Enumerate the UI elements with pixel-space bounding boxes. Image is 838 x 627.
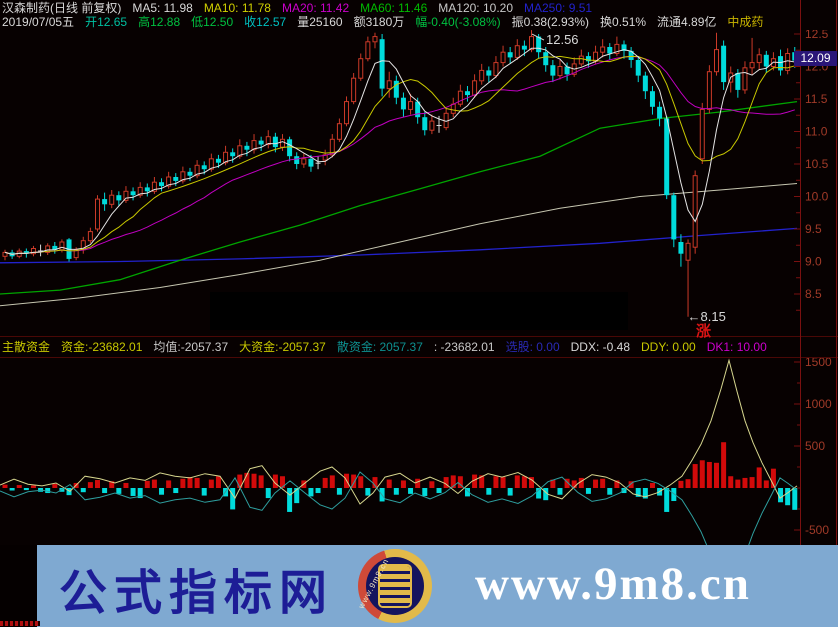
banner-left-gap [0, 545, 37, 627]
peak-price-annotation: 12.56 [546, 32, 579, 47]
header-token: MA5: 11.98 [132, 1, 193, 15]
site-logo-icon: www.9m8.cn [357, 549, 432, 623]
quote-token: 量25160 [297, 15, 343, 29]
censored-watermark-box [210, 292, 628, 330]
price-axis-label: 11.5 [805, 92, 828, 106]
site-title: 公式指标网 [59, 567, 335, 620]
logo-seal-background [366, 557, 424, 615]
header-token: MA250: 9.51 [524, 1, 593, 15]
indicator-axis-label: 1500 [805, 358, 832, 369]
candles [2, 30, 798, 317]
panel-divider-top [0, 336, 838, 337]
price-axis-label: 10.0 [805, 190, 829, 204]
ma-line [4, 47, 795, 255]
logo-seal-glyph [380, 566, 410, 606]
header-token: MA10: 11.78 [203, 1, 271, 15]
legend-token: 散资金: 2057.37 [336, 340, 423, 354]
fund-flow-indicator-chart[interactable]: 1500 1000 500 -500 [0, 358, 838, 545]
legend-token: DDX: -0.48 [570, 340, 630, 354]
watermark-banner: 公式指标网 www.9m8.cn www.9m8.cn [37, 545, 838, 627]
envelope-lower-line [0, 471, 798, 545]
rise-annotation: 涨 [696, 323, 712, 340]
legend-token: DK1: 10.00 [706, 340, 767, 354]
legend-token: DDY: 0.00 [641, 340, 696, 354]
price-axis-label: 9.5 [805, 222, 822, 236]
quote-token: 开12.65 [85, 15, 128, 29]
header-token: 汉森制药(日线 前复权) [2, 1, 122, 15]
indicator-axis-label: 1000 [805, 397, 832, 411]
legend-token: 均值:-2057.37 [153, 340, 229, 354]
price-axis-label: 9.0 [805, 255, 822, 269]
quote-info-row: 2019/07/05五 开12.65 高12.88 低12.50 收12.57 量2516… [2, 15, 763, 29]
quote-token: 振0.38(2.93%) [511, 15, 590, 29]
price-axis-label: 10.5 [805, 157, 829, 171]
quote-token: 收12.57 [244, 15, 287, 29]
ma-line [0, 183, 798, 307]
header-token: MA20: 11.42 [281, 1, 350, 15]
price-axis-label: 11.0 [805, 125, 828, 139]
header-token: MA120: 10.20 [438, 1, 513, 15]
quote-token: 流通4.89亿 [657, 15, 717, 29]
right-border-line [836, 0, 837, 545]
quote-token: 低12.50 [191, 15, 234, 29]
header-token: MA60: 11.46 [360, 1, 428, 15]
quote-token: 中成药 [727, 15, 764, 29]
quote-token: 2019/07/05五 [2, 15, 75, 29]
quote-token: 换0.51% [600, 15, 647, 29]
panel-divider-bottom [0, 357, 838, 358]
last-price-marker: 12.09 [794, 51, 837, 66]
price-axis-label: 12.5 [805, 30, 829, 41]
legend-token: : -23682.01 [433, 340, 495, 354]
indicator-axis-label: -500 [805, 523, 829, 537]
chart-title-row: 汉森制药(日线 前复权) MA5: 11.98 MA10: 11.78 MA20: 1… [2, 1, 592, 15]
quote-token: 幅-0.40(-3.08%) [415, 15, 501, 29]
envelope-upper-line [0, 358, 798, 505]
ma-line [0, 227, 798, 264]
indicator-legend-row: 主散资金 资金:-23682.01 均值:-2057.37 大资金:-2057.37 散… [2, 340, 767, 354]
legend-token: 主散资金 [2, 340, 51, 354]
main-price-chart[interactable]: 12.512.011.511.010.510.09.59.08.512.56←8… [0, 30, 838, 336]
ma-line [4, 55, 795, 255]
corner-red-text-strip [0, 621, 40, 626]
price-axis-label: 8.5 [805, 287, 822, 301]
legend-token: 资金:-23682.01 [61, 340, 143, 354]
legend-token: 大资金:-2057.37 [239, 340, 326, 354]
ma-line [0, 100, 798, 295]
price-axis-line [800, 0, 801, 545]
fund-flow-bars [2, 442, 798, 512]
ma-line [4, 55, 795, 255]
legend-token: 选股: 0.00 [505, 340, 560, 354]
indicator-axis-label: 500 [805, 439, 825, 453]
site-url-link[interactable]: www.9m8.cn [475, 558, 751, 610]
quote-token: 额3180万 [353, 15, 405, 29]
quote-token: 高12.88 [138, 15, 181, 29]
low-price-annotation: ←8.15 [688, 309, 726, 324]
